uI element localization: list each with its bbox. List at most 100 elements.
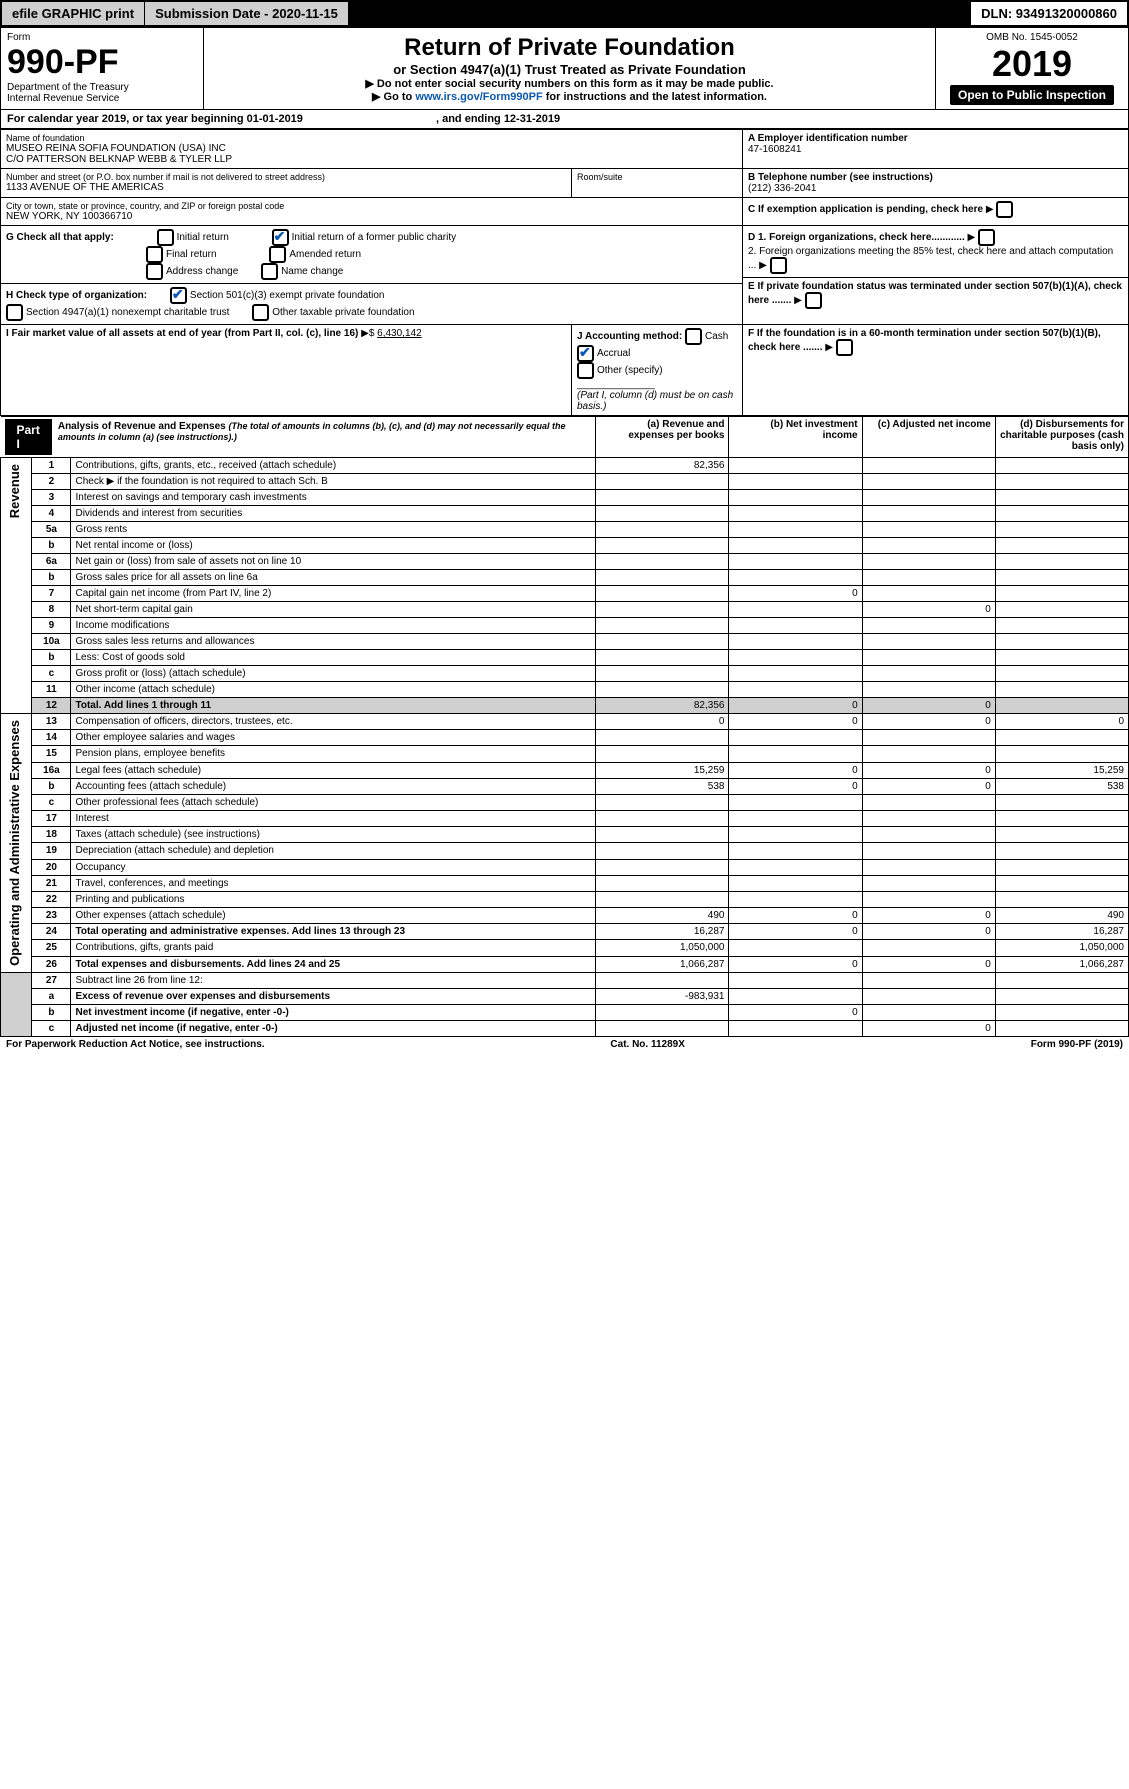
f-checkbox[interactable] — [836, 339, 853, 356]
g-amended-cb[interactable] — [269, 246, 286, 263]
cell — [596, 827, 729, 843]
addr-label: Number and street (or P.O. box number if… — [6, 172, 566, 182]
cell — [862, 746, 995, 762]
g-address-cb[interactable] — [146, 263, 163, 280]
line-row: 18Taxes (attach schedule) (see instructi… — [1, 827, 1129, 843]
h-other-cb[interactable] — [252, 304, 269, 321]
j-other-cb[interactable] — [577, 362, 594, 379]
cell — [862, 891, 995, 907]
line-desc: Contributions, gifts, grants, etc., rece… — [71, 458, 596, 474]
line-row: 15Pension plans, employee benefits — [1, 746, 1129, 762]
name-label: Name of foundation — [6, 133, 737, 143]
g-initial-former-cb[interactable] — [272, 229, 289, 246]
cell — [729, 538, 862, 554]
cell — [995, 634, 1128, 650]
cell — [596, 490, 729, 506]
g-final-cb[interactable] — [146, 246, 163, 263]
line-desc: Printing and publications — [71, 891, 596, 907]
h-501c3-cb[interactable] — [170, 287, 187, 304]
dln-label: DLN: 93491320000860 — [971, 2, 1127, 25]
paperwork-notice: For Paperwork Reduction Act Notice, see … — [6, 1039, 265, 1050]
cell: 538 — [596, 778, 729, 794]
cell — [596, 794, 729, 810]
cell — [729, 490, 862, 506]
cell — [862, 794, 995, 810]
cell — [862, 940, 995, 956]
line-row: 2Check ▶ if the foundation is not requir… — [1, 474, 1129, 490]
j-cash-cb[interactable] — [685, 328, 702, 345]
g-name-cb[interactable] — [261, 263, 278, 280]
i-value: 6,430,142 — [377, 328, 422, 339]
calendar-year-row: For calendar year 2019, or tax year begi… — [0, 110, 1129, 129]
cell — [729, 458, 862, 474]
line-desc: Adjusted net income (if negative, enter … — [71, 1020, 596, 1036]
line-row: 8Net short-term capital gain0 — [1, 602, 1129, 618]
cell: 82,356 — [596, 698, 729, 714]
line-desc: Taxes (attach schedule) (see instruction… — [71, 827, 596, 843]
part1-header: Part I Analysis of Revenue and Expenses … — [5, 419, 592, 455]
line-desc: Pension plans, employee benefits — [71, 746, 596, 762]
header-center: Return of Private Foundation or Section … — [204, 28, 936, 109]
cell — [729, 972, 862, 988]
cell — [596, 474, 729, 490]
cell — [995, 891, 1128, 907]
line-row: 5aGross rents — [1, 522, 1129, 538]
cell: 0 — [862, 778, 995, 794]
cell — [596, 618, 729, 634]
cell — [862, 682, 995, 698]
cell — [862, 506, 995, 522]
form-header: Form 990-PF Department of the Treasury I… — [0, 27, 1129, 110]
efile-print-button[interactable]: efile GRAPHIC print — [2, 2, 145, 25]
cell: 16,287 — [596, 924, 729, 940]
d1-checkbox[interactable] — [978, 229, 995, 246]
e-checkbox[interactable] — [805, 292, 822, 309]
city-value: NEW YORK, NY 100366710 — [6, 211, 737, 222]
cell — [596, 843, 729, 859]
efile-topbar: efile GRAPHIC print Submission Date - 20… — [0, 0, 1129, 27]
line-row: 26Total expenses and disbursements. Add … — [1, 956, 1129, 972]
cell: 0 — [995, 714, 1128, 730]
foundation-name: MUSEO REINA SOFIA FOUNDATION (USA) INC — [6, 143, 737, 154]
cell — [596, 1020, 729, 1036]
entity-info-block: Name of foundation MUSEO REINA SOFIA FOU… — [0, 129, 1129, 416]
page-footer: For Paperwork Reduction Act Notice, see … — [0, 1037, 1129, 1052]
header-right: OMB No. 1545-0052 2019 Open to Public In… — [936, 28, 1128, 109]
line-number: 22 — [32, 891, 71, 907]
cell — [729, 730, 862, 746]
col-d-header: (d) Disbursements for charitable purpose… — [995, 417, 1128, 458]
cell — [862, 634, 995, 650]
cell — [995, 618, 1128, 634]
cell: 1,066,287 — [596, 956, 729, 972]
section-label: Operating and Administrative Expenses — [5, 716, 24, 970]
j-label: J Accounting method: — [577, 331, 682, 342]
f-label: F If the foundation is in a 60-month ter… — [748, 328, 1101, 353]
part1-grid: Part I Analysis of Revenue and Expenses … — [0, 416, 1129, 1037]
cell — [596, 586, 729, 602]
line-desc: Dividends and interest from securities — [71, 506, 596, 522]
line-desc: Gross sales price for all assets on line… — [71, 570, 596, 586]
j-accrual-cb[interactable] — [577, 345, 594, 362]
cell — [995, 730, 1128, 746]
line-desc: Other income (attach schedule) — [71, 682, 596, 698]
line-number: c — [32, 666, 71, 682]
line-row: 4Dividends and interest from securities — [1, 506, 1129, 522]
cell: 16,287 — [995, 924, 1128, 940]
instruction-1: ▶ Do not enter social security numbers o… — [210, 77, 929, 90]
cell — [995, 586, 1128, 602]
line-desc: Net short-term capital gain — [71, 602, 596, 618]
line-row: 16aLegal fees (attach schedule)15,259001… — [1, 762, 1129, 778]
d2-checkbox[interactable] — [770, 257, 787, 274]
line-number: 6a — [32, 554, 71, 570]
cell — [862, 859, 995, 875]
ein-label: A Employer identification number — [748, 133, 1123, 144]
c-checkbox[interactable] — [996, 201, 1013, 218]
cell — [729, 843, 862, 859]
cell: 0 — [729, 956, 862, 972]
cell — [729, 875, 862, 891]
g-initial-cb[interactable] — [157, 229, 174, 246]
h-4947-cb[interactable] — [6, 304, 23, 321]
line-row: 10aGross sales less returns and allowanc… — [1, 634, 1129, 650]
cell: 490 — [596, 908, 729, 924]
irs-link[interactable]: www.irs.gov/Form990PF — [415, 91, 542, 103]
phone-value: (212) 336-2041 — [748, 183, 1123, 194]
